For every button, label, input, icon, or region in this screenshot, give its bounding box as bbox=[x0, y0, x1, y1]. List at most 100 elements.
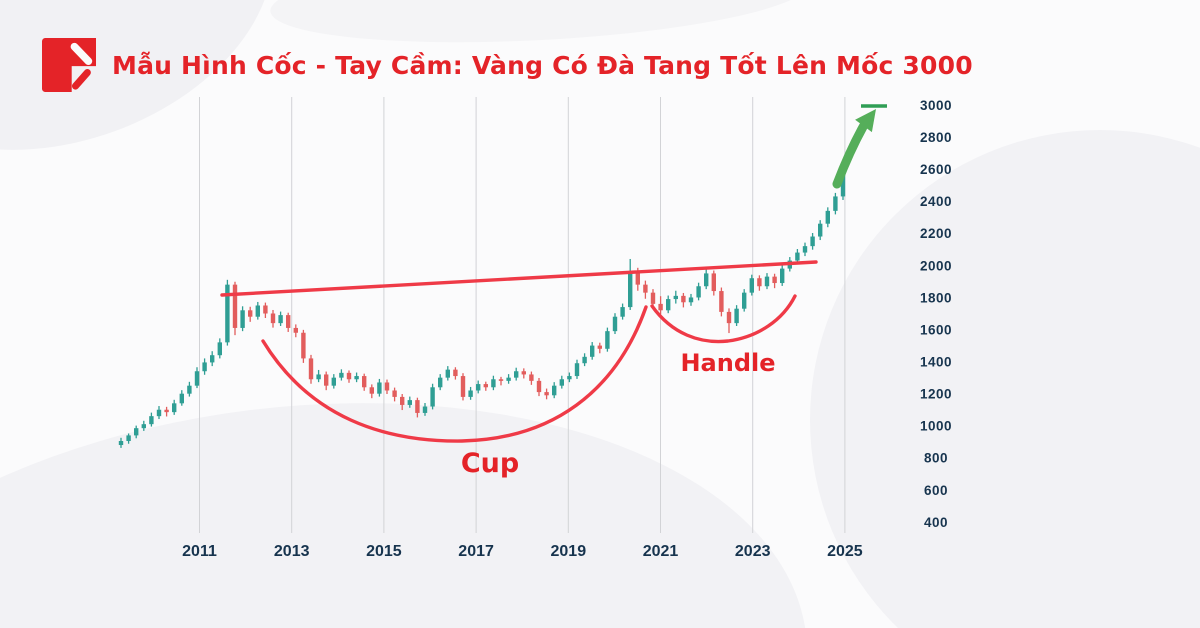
cup-label: Cup bbox=[461, 448, 519, 479]
candle-body bbox=[134, 428, 139, 436]
candle-body bbox=[354, 376, 359, 380]
candle-body bbox=[415, 400, 420, 413]
candle-body bbox=[346, 372, 352, 380]
candle-body bbox=[590, 345, 595, 357]
candle-body bbox=[286, 315, 291, 328]
candle-body bbox=[764, 276, 770, 287]
candle-body bbox=[795, 252, 800, 261]
candle-body bbox=[559, 379, 564, 386]
candle-body bbox=[141, 424, 146, 429]
candle-body bbox=[711, 273, 716, 292]
candle-body bbox=[324, 374, 329, 386]
candle-body bbox=[179, 393, 184, 404]
candle-body bbox=[833, 196, 838, 211]
header: Mẫu Hình Cốc - Tay Cầm: Vàng Có Đà Tang … bbox=[42, 38, 973, 92]
candle-body bbox=[331, 377, 336, 386]
candle-body bbox=[210, 355, 215, 363]
candle-body bbox=[460, 376, 466, 397]
candle-body bbox=[187, 385, 192, 394]
x-axis-label: 2013 bbox=[274, 543, 310, 560]
candle-body bbox=[506, 377, 511, 381]
candle-body bbox=[840, 170, 846, 197]
candle-body bbox=[232, 284, 238, 328]
candle-body bbox=[400, 396, 405, 405]
candle-body bbox=[339, 372, 344, 378]
candle-body bbox=[597, 345, 602, 349]
candle-body bbox=[650, 292, 656, 304]
y-axis-label: 2200 bbox=[920, 226, 952, 241]
candle-body bbox=[362, 376, 367, 388]
candle-body bbox=[635, 271, 640, 285]
x-axis-label: 2021 bbox=[643, 543, 679, 560]
candle-body bbox=[757, 278, 762, 287]
candle-body bbox=[126, 435, 131, 442]
candle-body bbox=[278, 315, 283, 324]
candle-body bbox=[574, 363, 580, 377]
candle-body bbox=[825, 210, 830, 224]
candle-body bbox=[802, 246, 808, 253]
candle-body bbox=[818, 223, 823, 237]
brand-logo-icon bbox=[42, 38, 96, 92]
candle-body bbox=[582, 356, 587, 364]
candle-body bbox=[476, 384, 481, 391]
candle-body bbox=[780, 268, 785, 284]
candle-body bbox=[156, 409, 162, 417]
candle-body bbox=[194, 371, 200, 386]
candle-body bbox=[688, 297, 694, 303]
candle-body bbox=[369, 387, 374, 394]
page-title: Mẫu Hình Cốc - Tay Cầm: Vàng Có Đà Tang … bbox=[112, 50, 973, 80]
candle-body bbox=[172, 403, 177, 413]
y-axis-label: 1600 bbox=[920, 322, 952, 337]
candle-body bbox=[719, 291, 724, 312]
x-axis-label: 2023 bbox=[735, 543, 771, 560]
candle-body bbox=[529, 374, 534, 381]
candle-body bbox=[734, 308, 739, 324]
handle-curve bbox=[650, 294, 797, 344]
candle-body bbox=[384, 382, 390, 391]
candle-body bbox=[308, 358, 314, 380]
cup-curve bbox=[261, 305, 648, 443]
y-axis-label: 1200 bbox=[920, 387, 952, 402]
handle-label: Handle bbox=[680, 349, 775, 377]
candle-body bbox=[407, 400, 412, 405]
candle-body bbox=[666, 299, 671, 311]
breakout-arrow-head bbox=[855, 109, 876, 133]
candle-body bbox=[483, 384, 488, 388]
x-axis-label: 2025 bbox=[827, 543, 863, 560]
candle-body bbox=[810, 236, 815, 247]
candle-body bbox=[536, 380, 542, 393]
breakout-arrow-shaft bbox=[832, 121, 868, 189]
x-axis-label: 2011 bbox=[182, 543, 217, 560]
candle-body bbox=[468, 390, 473, 397]
candle-body bbox=[301, 332, 306, 359]
candle-body bbox=[498, 379, 504, 381]
y-axis-label: 600 bbox=[924, 483, 948, 498]
y-axis-label: 1000 bbox=[920, 419, 952, 434]
candle-body bbox=[658, 303, 663, 311]
candle-body bbox=[544, 392, 549, 396]
y-axis-label: 400 bbox=[924, 515, 948, 530]
candle-body bbox=[240, 310, 245, 328]
y-axis-label: 3000 bbox=[920, 98, 952, 113]
candle-body bbox=[392, 390, 397, 397]
candle-body bbox=[377, 382, 382, 394]
candle-body bbox=[263, 305, 268, 314]
candle-body bbox=[772, 276, 777, 284]
candle-body bbox=[422, 406, 428, 413]
y-axis-label: 2800 bbox=[920, 130, 952, 145]
candle-body bbox=[453, 369, 458, 377]
candle-body bbox=[620, 307, 625, 317]
candle-body bbox=[643, 284, 648, 293]
x-axis-labels: 2011 2013 2015 2017 2019 2021 2023 2025 bbox=[182, 543, 863, 560]
candle-body bbox=[202, 362, 207, 372]
gridlines bbox=[199, 97, 846, 533]
candle-body bbox=[673, 295, 678, 300]
candle-body bbox=[552, 385, 557, 396]
candle-body bbox=[248, 310, 253, 317]
candle-body bbox=[681, 295, 686, 303]
candle-body bbox=[726, 311, 732, 324]
y-axis-label: 2000 bbox=[920, 258, 952, 273]
candle-body bbox=[605, 331, 610, 349]
